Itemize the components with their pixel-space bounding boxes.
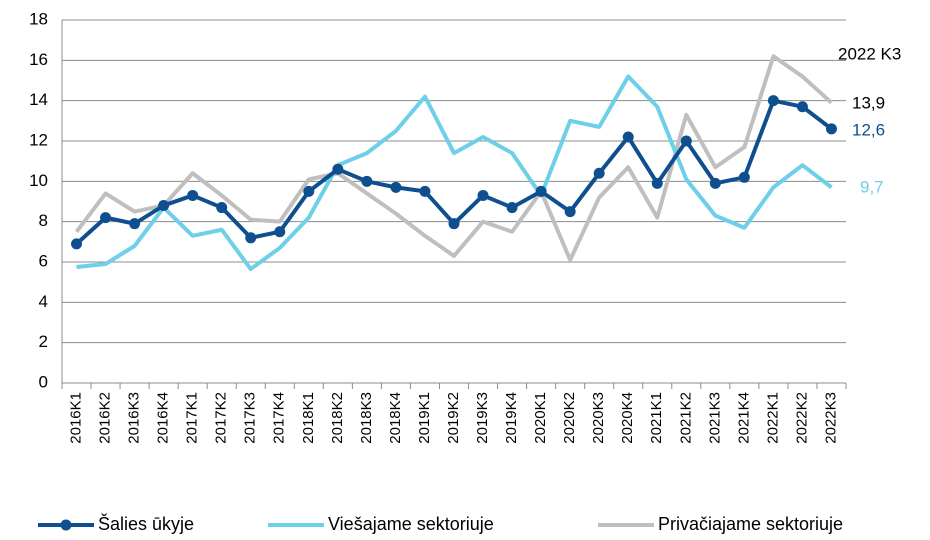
y-tick-label: 12 <box>29 130 48 149</box>
y-tick-label: 6 <box>39 251 48 270</box>
x-tick-label: 2021K3 <box>706 392 723 444</box>
y-tick-label: 0 <box>39 372 48 391</box>
marker <box>158 200 170 212</box>
marker <box>796 101 808 113</box>
value-label: 12,6 <box>852 120 885 139</box>
value-label: 9,7 <box>860 177 884 196</box>
marker <box>303 185 315 197</box>
y-tick-label: 10 <box>29 171 48 190</box>
marker <box>361 175 373 187</box>
marker <box>535 185 547 197</box>
marker <box>767 95 779 107</box>
x-tick-label: 2017K4 <box>271 392 288 444</box>
y-tick-label: 4 <box>39 292 48 311</box>
marker <box>216 202 228 214</box>
marker <box>680 135 692 147</box>
x-tick-label: 2016K2 <box>97 392 114 444</box>
marker <box>274 226 286 238</box>
annotation: 2022 K3 <box>838 44 901 63</box>
x-tick-label: 2019K4 <box>503 392 520 444</box>
x-tick-label: 2022K1 <box>764 392 781 444</box>
x-tick-label: 2020K1 <box>532 392 549 444</box>
value-label: 13,9 <box>852 93 885 112</box>
marker <box>71 238 83 250</box>
x-tick-label: 2016K1 <box>67 392 84 444</box>
x-tick-label: 2016K3 <box>126 392 143 444</box>
x-tick-label: 2020K2 <box>561 392 578 444</box>
marker <box>564 206 576 218</box>
marker <box>332 163 344 175</box>
y-tick-label: 18 <box>29 9 48 28</box>
marker <box>738 171 750 183</box>
x-tick-label: 2018K2 <box>329 392 346 444</box>
marker <box>825 123 837 135</box>
series-line <box>74 54 833 262</box>
x-tick-label: 2022K3 <box>822 392 839 444</box>
x-tick-label: 2021K4 <box>735 392 752 444</box>
marker <box>651 177 663 189</box>
series-line <box>76 74 833 272</box>
x-tick-label: 2020K4 <box>619 392 636 444</box>
marker <box>187 189 199 201</box>
x-tick-label: 2021K2 <box>677 392 694 444</box>
marker <box>477 189 489 201</box>
x-tick-label: 2018K1 <box>300 392 317 444</box>
marker <box>100 212 112 224</box>
y-tick-label: 8 <box>39 211 48 230</box>
x-tick-label: 2018K3 <box>358 392 375 444</box>
marker <box>419 185 431 197</box>
x-tick-label: 2018K4 <box>387 392 404 444</box>
legend-label: Privačiajame sektoriuje <box>658 514 843 534</box>
x-tick-label: 2019K1 <box>416 392 433 444</box>
marker <box>245 232 257 244</box>
marker <box>506 202 518 214</box>
x-tick-label: 2019K3 <box>474 392 491 444</box>
x-tick-label: 2021K1 <box>648 392 665 444</box>
marker <box>448 218 460 230</box>
legend-label: Šalies ūkyje <box>98 513 194 534</box>
y-tick-label: 2 <box>39 332 48 351</box>
x-tick-label: 2019K2 <box>445 392 462 444</box>
x-tick-label: 2017K3 <box>242 392 259 444</box>
marker <box>390 181 402 193</box>
x-tick-label: 2017K1 <box>184 392 201 444</box>
marker <box>622 131 634 143</box>
x-tick-label: 2022K2 <box>793 392 810 444</box>
y-tick-label: 16 <box>29 50 48 69</box>
marker <box>709 177 721 189</box>
x-tick-label: 2020K3 <box>590 392 607 444</box>
legend-marker <box>60 519 72 531</box>
x-tick-label: 2017K2 <box>213 392 230 444</box>
x-tick-label: 2016K4 <box>155 392 172 444</box>
legend-label: Viešajame sektoriuje <box>328 514 494 534</box>
y-tick-label: 14 <box>29 90 48 109</box>
marker <box>129 218 141 230</box>
marker <box>593 167 605 179</box>
